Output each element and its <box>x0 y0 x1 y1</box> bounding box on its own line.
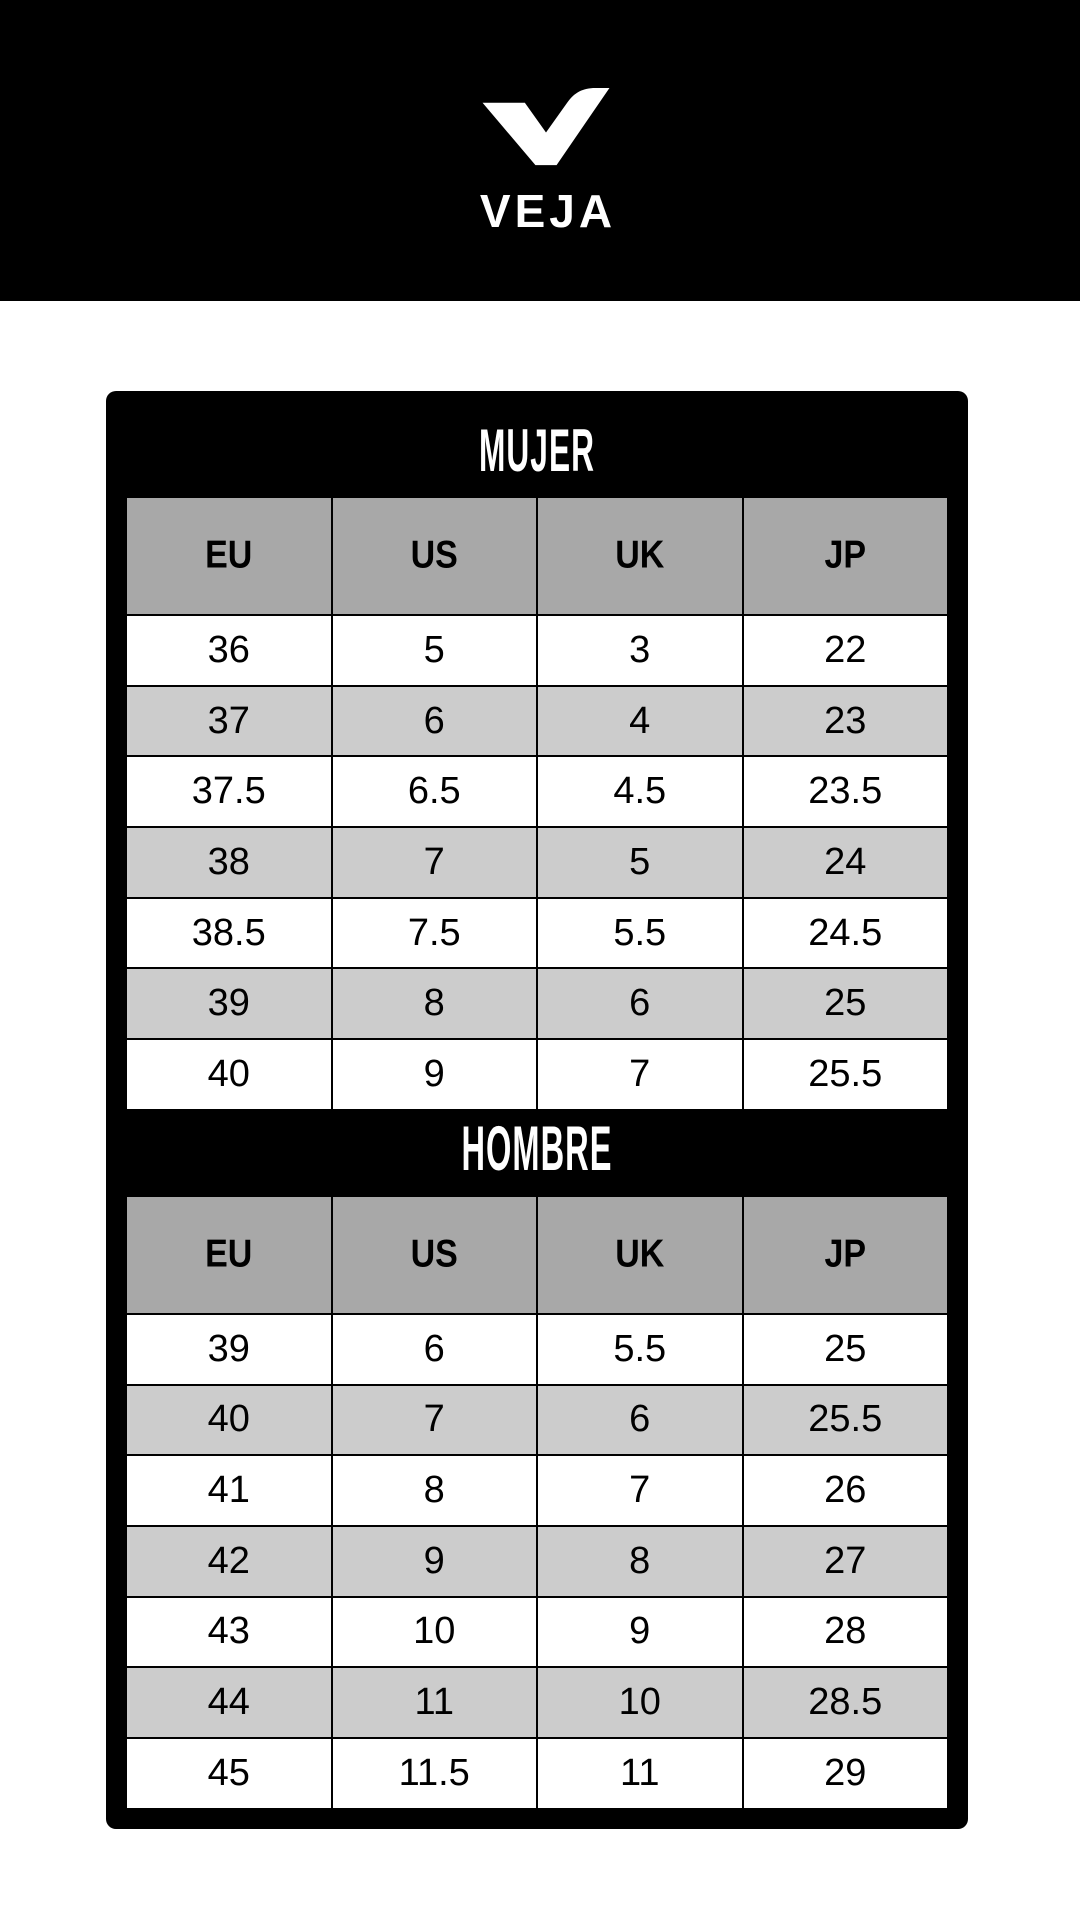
svg-text:MUJER: MUJER <box>479 424 595 484</box>
svg-text:HOMBRE: HOMBRE <box>461 1121 612 1184</box>
